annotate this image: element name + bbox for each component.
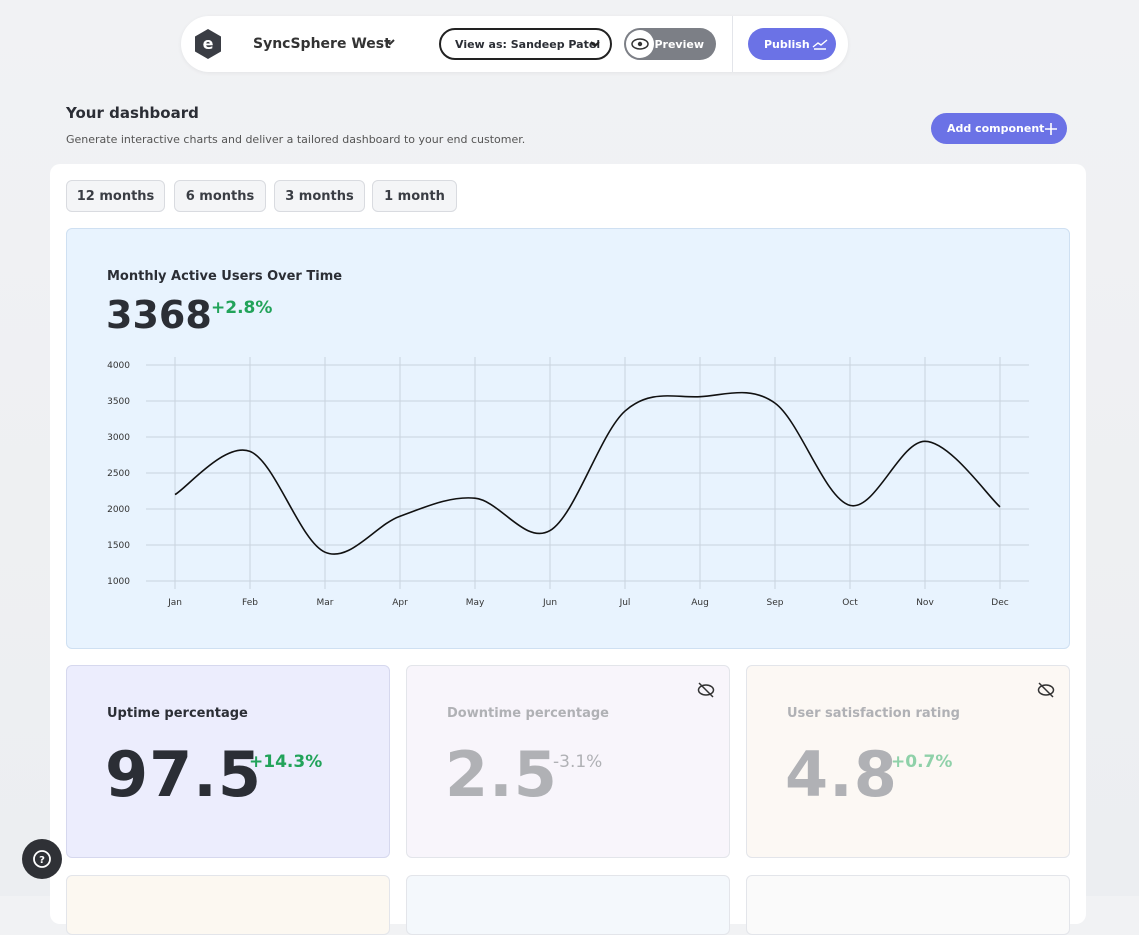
y-tick-label: 1000 xyxy=(107,577,130,587)
x-tick-label: Jul xyxy=(619,598,631,608)
kpi-change: +2.8% xyxy=(211,298,273,318)
chevron xyxy=(590,41,600,48)
workspace-name[interactable]: SyncSphere West xyxy=(253,36,391,52)
stat-card xyxy=(66,875,390,935)
filter-button[interactable]: 6 months xyxy=(174,180,266,212)
kpi-value: 3368 xyxy=(106,293,212,337)
stat-title: Uptime percentage xyxy=(107,706,248,721)
hidden-icon[interactable] xyxy=(697,682,715,698)
plus-icon xyxy=(1045,122,1057,135)
divider xyxy=(732,16,733,72)
stat-card: Downtime percentage 2.5 -3.1% xyxy=(406,665,730,858)
publish-icon xyxy=(812,39,828,50)
help-button[interactable]: ? xyxy=(22,839,62,879)
x-tick-label: Jan xyxy=(167,598,182,608)
y-tick-label: 3000 xyxy=(107,433,130,443)
x-tick-label: Jun xyxy=(542,598,557,608)
x-tick-label: Dec xyxy=(991,598,1008,608)
hidden-icon[interactable] xyxy=(1037,682,1055,698)
preview-button[interactable]: Preview xyxy=(624,28,716,60)
y-tick-label: 4000 xyxy=(107,361,130,371)
add-component-button[interactable]: Add component xyxy=(931,113,1067,144)
x-tick-label: Feb xyxy=(242,598,258,608)
eye-icon xyxy=(626,30,654,58)
stat-card xyxy=(406,875,730,935)
stat-value: 4.8 xyxy=(785,738,898,811)
x-tick-label: Apr xyxy=(392,598,408,608)
svg-text:e: e xyxy=(203,34,214,53)
publish-button[interactable]: Publish xyxy=(748,28,836,60)
stat-card xyxy=(746,875,1070,935)
view-as-label: View as: Sandeep Patel xyxy=(455,37,601,51)
stat-card: User satisfaction rating 4.8 +0.7% xyxy=(746,665,1070,858)
y-tick-label: 1500 xyxy=(107,541,130,551)
line-chart: Jan Feb Mar Apr May Jun Jul Aug Sep Oct Nov Dec 1000… xyxy=(107,357,1029,608)
filter-button[interactable]: 3 months xyxy=(274,180,365,212)
stat-title: User satisfaction rating xyxy=(787,706,960,721)
preview-label: Preview xyxy=(654,37,704,51)
y-tick-label: 2000 xyxy=(107,505,130,515)
stat-change: +14.3% xyxy=(249,752,323,772)
chart-title: Monthly Active Users Over Time xyxy=(107,269,343,284)
stat-value: 97.5 xyxy=(105,738,262,811)
y-tick-label: 3500 xyxy=(107,397,130,407)
chevron[interactable] xyxy=(384,38,396,48)
x-tick-label: Nov xyxy=(916,598,934,608)
filter-button[interactable]: 12 months xyxy=(66,180,165,212)
view-as-dropdown[interactable]: View as: Sandeep Patel xyxy=(439,28,612,60)
stat-title: Downtime percentage xyxy=(447,706,609,721)
add-component-label: Add component xyxy=(947,122,1045,135)
x-tick-label: Aug xyxy=(691,598,709,608)
x-tick-label: May xyxy=(466,598,485,608)
stat-value: 2.5 xyxy=(445,738,558,811)
stat-change: +0.7% xyxy=(891,752,953,772)
page-subtitle: Generate interactive charts and deliver … xyxy=(66,133,526,146)
y-tick-label: 2500 xyxy=(107,469,130,479)
svg-text:?: ? xyxy=(39,855,45,866)
publish-label: Publish xyxy=(764,37,810,51)
logo: e xyxy=(195,29,221,59)
data-line xyxy=(174,391,1001,555)
chart-card: Monthly Active Users Over Time 3368 +2.8… xyxy=(66,228,1070,649)
top-bar: e SyncSphere West View as: Sandeep Patel… xyxy=(181,16,848,72)
x-tick-label: Sep xyxy=(767,598,784,608)
x-tick-label: Mar xyxy=(317,598,334,608)
stat-change: -3.1% xyxy=(553,752,603,772)
x-tick-label: Oct xyxy=(842,598,858,608)
filter-button[interactable]: 1 month xyxy=(372,180,457,212)
stat-card: Uptime percentage 97.5 +14.3% xyxy=(66,665,390,858)
page-title: Your dashboard xyxy=(66,104,199,122)
